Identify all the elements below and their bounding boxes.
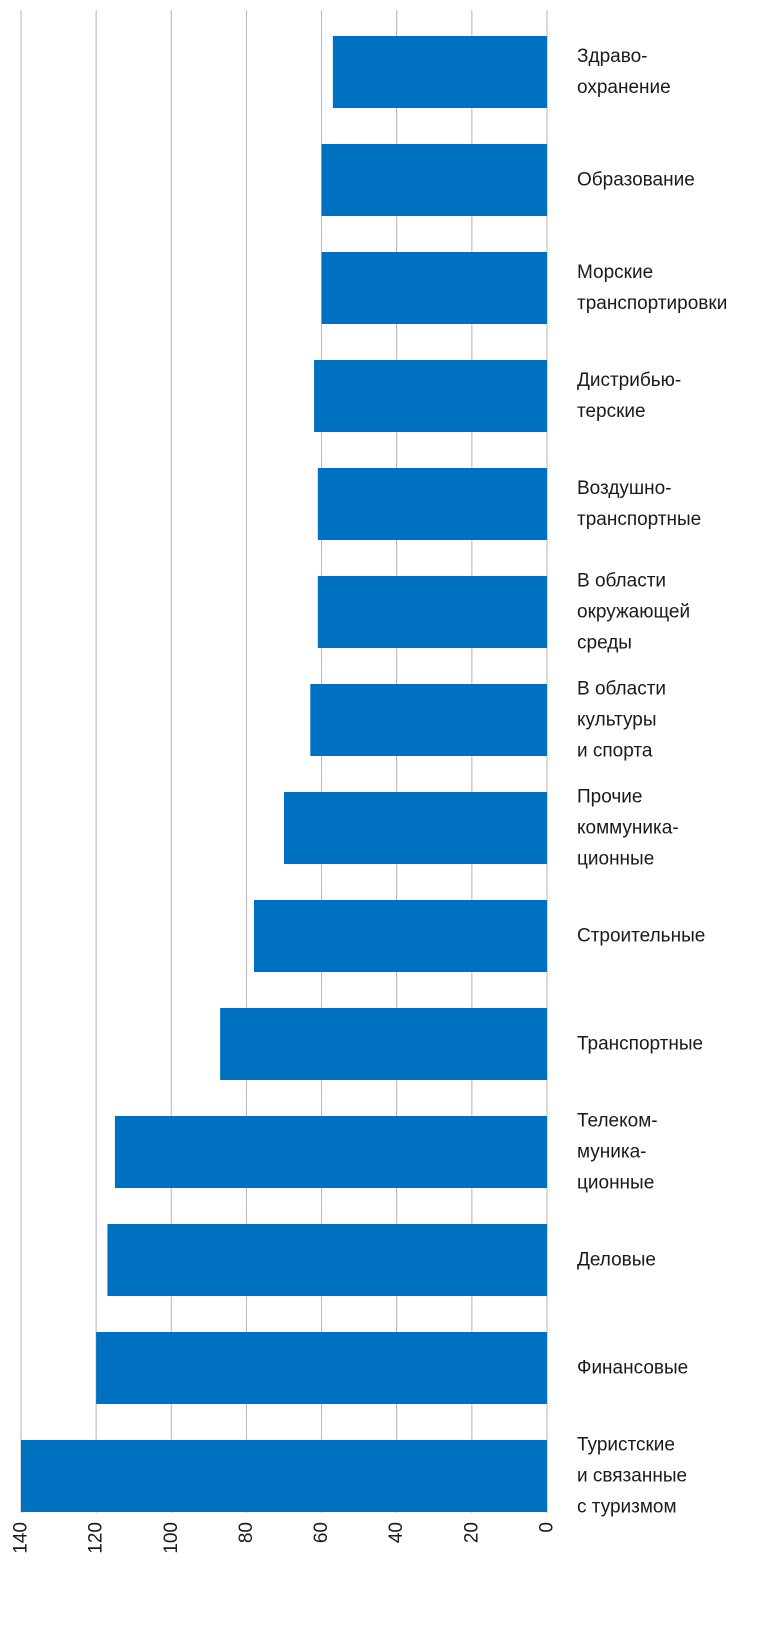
x-tick-label-40: 40 [386,1522,407,1543]
x-tick-label-80: 80 [236,1522,257,1543]
bars [21,36,548,1512]
x-tick-label-140: 140 [11,1522,32,1554]
x-tick-label-100: 100 [161,1522,182,1554]
x-tick-label-60: 60 [311,1522,332,1543]
bar-6 [310,684,547,756]
category-label-5: В области окружающей среды [577,571,690,654]
bar-11 [107,1224,548,1296]
bar-4 [317,468,547,540]
x-tick-label-120: 120 [86,1522,107,1554]
category-label-10: Телеком-муника-ционные [577,1111,658,1194]
bar-0 [332,36,547,108]
category-labels: Здраво-охранение Образование Морские трансп… [577,46,727,1518]
bar-3 [314,360,547,432]
category-label-4: Воздушно-транспортные [577,478,701,530]
category-label-9: Транспортные [577,1034,703,1055]
category-label-7: Прочие коммуника-ционные [577,787,679,870]
category-label-0: Здраво-охранение [577,46,671,98]
category-label-3: Дистрибью-терские [577,370,681,422]
category-label-6: В области культуры и спорта [577,679,666,762]
bar-8 [253,900,547,972]
x-tick-label-20: 20 [461,1522,482,1543]
bar-5 [317,576,547,648]
category-label-2: Морские транспортировки [577,262,727,314]
x-tick-label-0: 0 [537,1522,558,1533]
category-label-12: Финансовые [577,1358,688,1379]
category-label-11: Деловые [577,1250,656,1271]
category-label-13: Туристские и связанные с туризмом [577,1435,687,1518]
bar-1 [321,144,547,216]
x-axis-tick-labels: 0 20 40 60 80 100 120 140 [11,1522,558,1554]
category-label-1: Образование [577,170,695,191]
category-label-8: Строительные [577,926,705,947]
bar-10 [114,1116,547,1188]
bar-9 [220,1008,547,1080]
bar-13 [21,1440,547,1512]
bar-7 [284,792,547,864]
bar-2 [321,252,547,324]
bar-12 [96,1332,548,1404]
